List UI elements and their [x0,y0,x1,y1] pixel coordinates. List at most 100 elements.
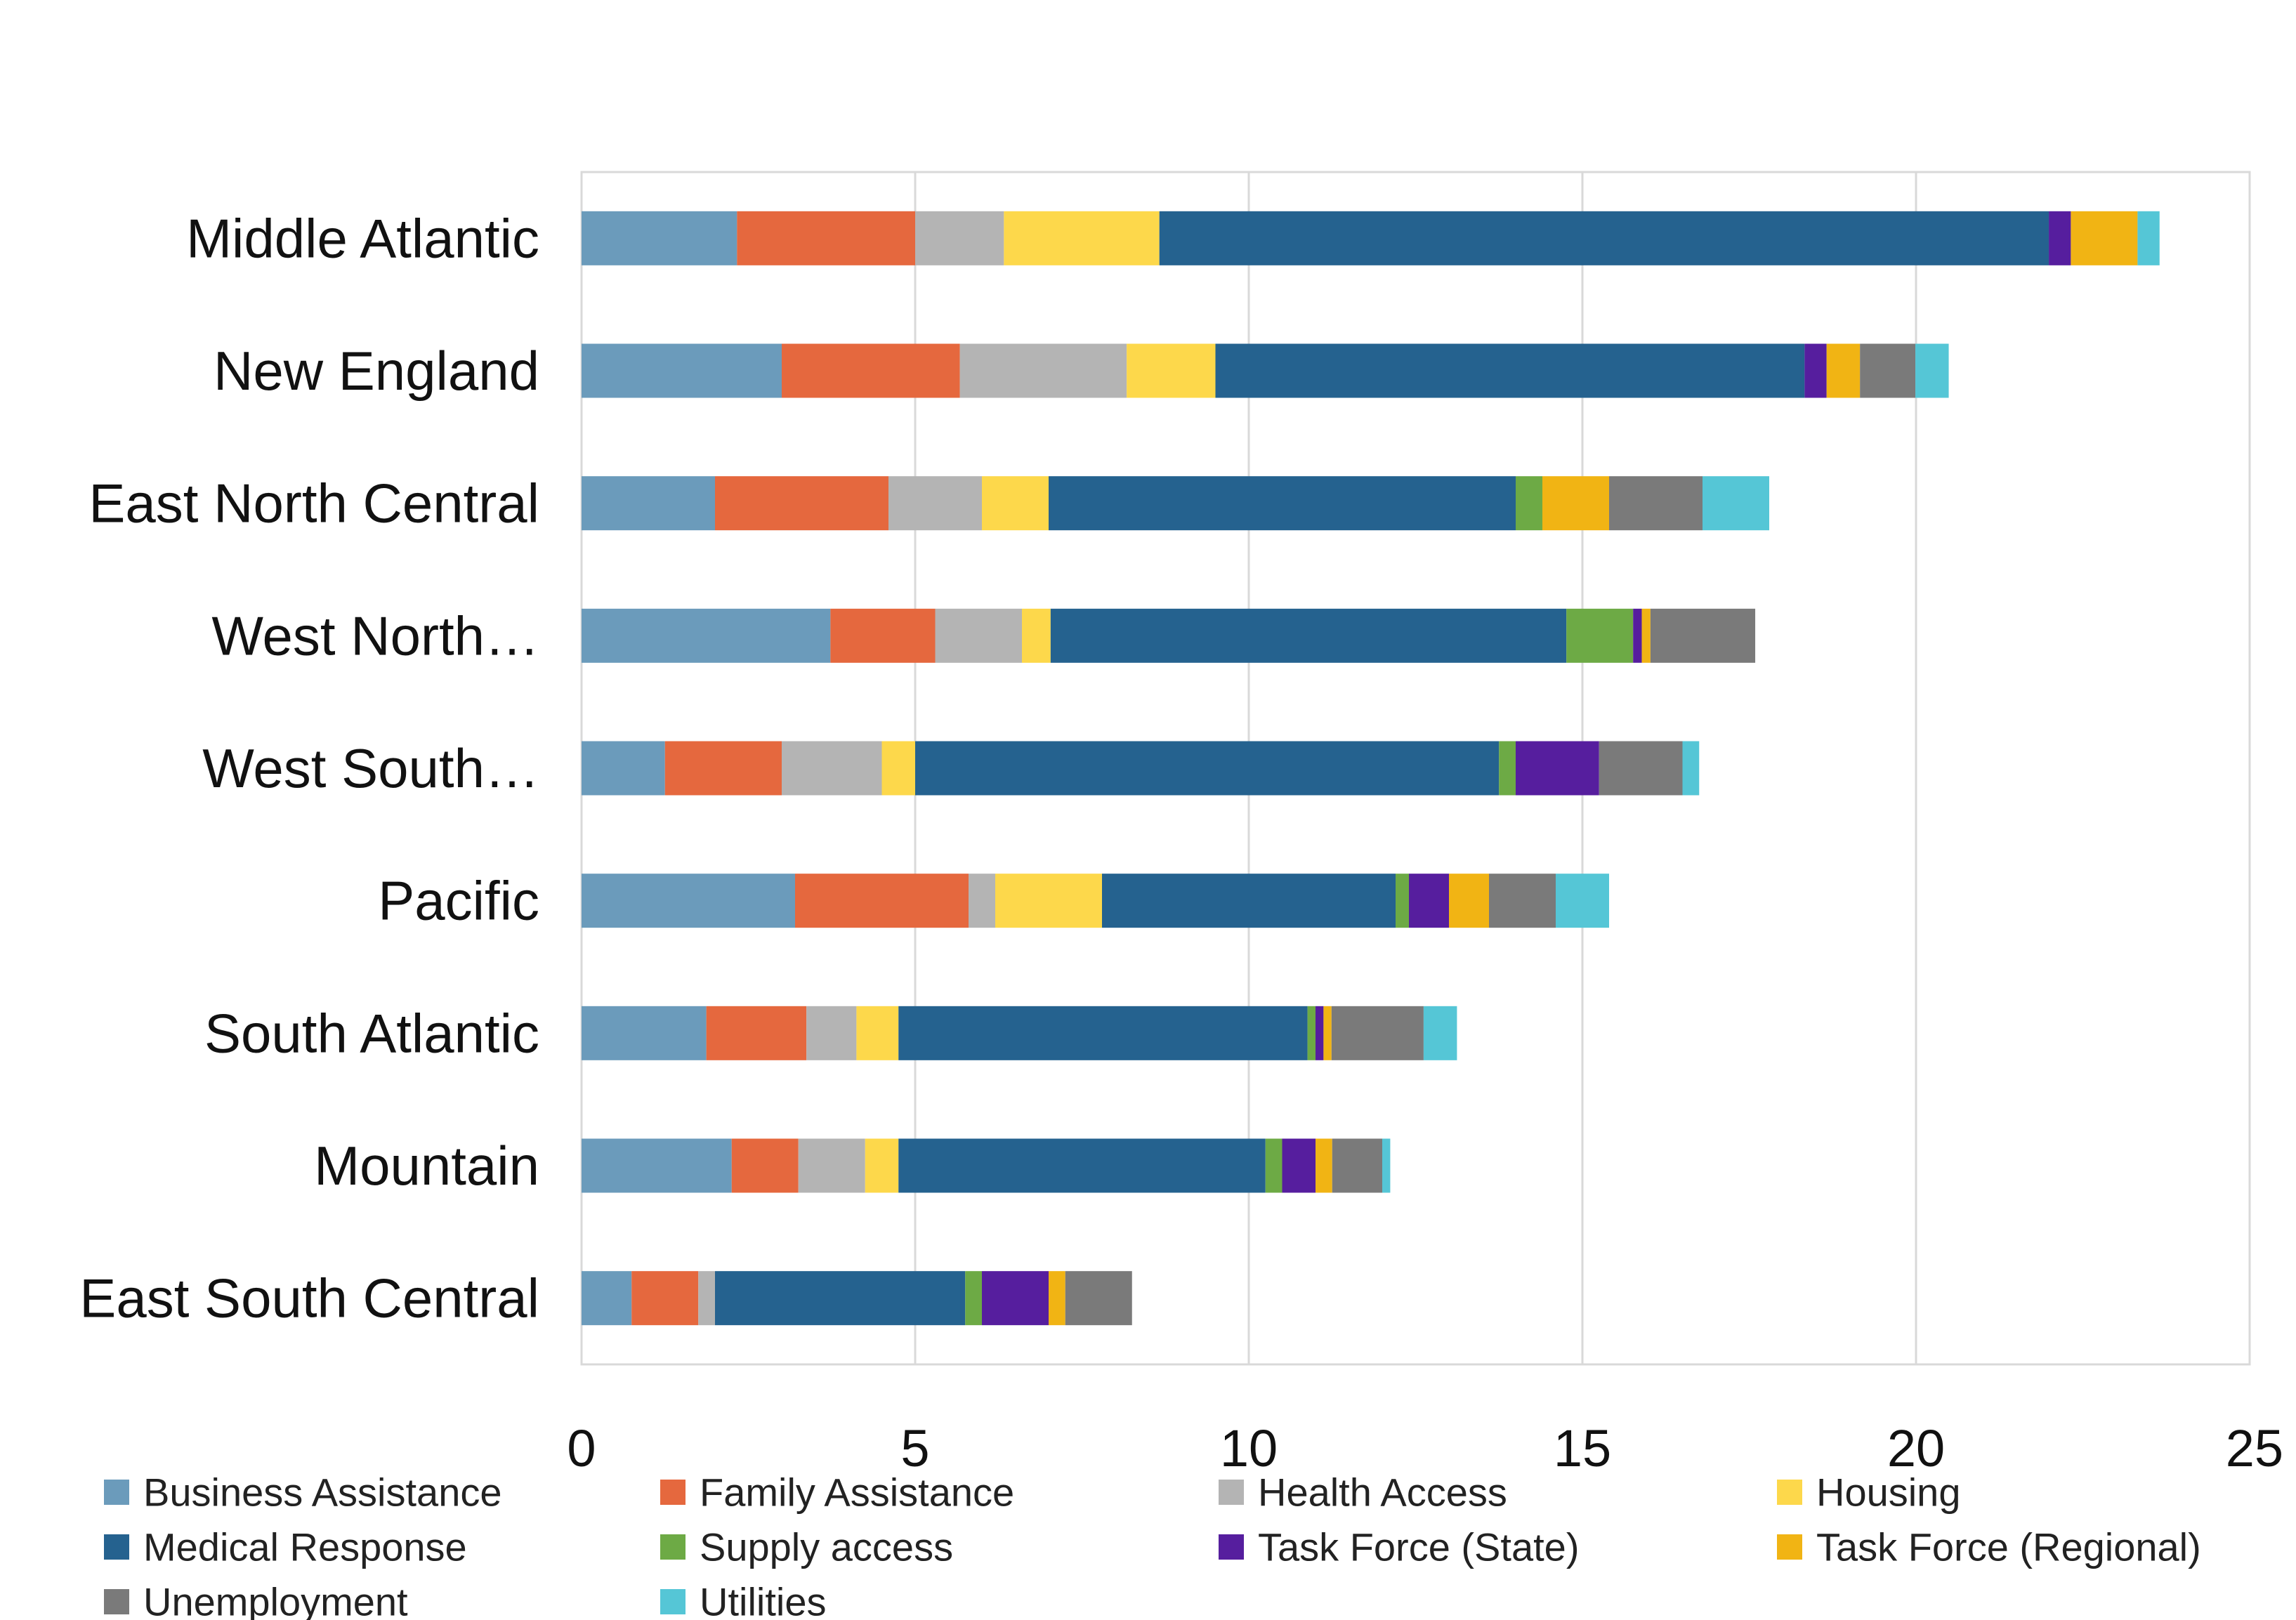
legend-swatch [660,1534,685,1560]
bar-segment-east-north-central-utilities [1703,476,1769,531]
category-label: West North… [211,605,539,666]
bar-segment-west-north-medical-response [1050,608,1567,663]
legend-item-utilities: Utilities [660,1580,826,1620]
legend-item-supply-access: Supply access [660,1525,953,1569]
bar-segment-middle-atlantic-utilities [2137,211,2160,265]
bar-segment-mountain-medical-response [898,1138,1266,1193]
bar-segment-west-north-task-force-regional [1641,608,1651,663]
legend-label: Utilities [700,1580,826,1620]
bar-segment-mountain-task-force-state [1282,1138,1316,1193]
bar-segment-pacific-task-force-regional [1449,874,1489,928]
bar-segment-south-atlantic-task-force-state [1316,1006,1324,1060]
bar-segment-west-south-family-assistance [664,741,782,796]
bar-segment-south-atlantic-task-force-regional [1323,1006,1332,1060]
bar-segment-east-south-central-task-force-regional [1049,1271,1065,1326]
bar-segment-south-atlantic-utilities [1423,1006,1457,1060]
bar-segment-new-england-utilities [1915,343,1949,398]
x-tick-label: 10 [1220,1419,1278,1477]
legend-label: Medical Response [143,1525,467,1569]
legend-item-unemployment: Unemployment [104,1580,408,1620]
legend-swatch [104,1534,129,1560]
bar-segment-east-north-central-unemployment [1609,476,1703,531]
legend-swatch [660,1589,685,1614]
bar-segment-new-england-task-force-state [1804,343,1827,398]
bar-segment-east-north-central-housing [982,476,1049,531]
bar-segment-west-north-family-assistance [830,608,936,663]
bar-segment-west-north-health-access [935,608,1022,663]
bar-segment-east-north-central-medical-response [1049,476,1516,531]
legend-swatch [1219,1534,1244,1560]
x-tick-label: 25 [2226,1419,2283,1477]
bar-segment-east-south-central-family-assistance [631,1271,699,1326]
category-label: East North Central [88,473,539,534]
bar-segment-pacific-business-assistance [582,874,795,928]
bar-segment-west-north-task-force-state [1633,608,1642,663]
bar-segment-east-south-central-health-access [698,1271,715,1326]
bar-segment-south-atlantic-unemployment [1331,1006,1424,1060]
bar-segment-pacific-task-force-state [1409,874,1449,928]
bar-segment-east-south-central-task-force-state [982,1271,1049,1326]
bar-segment-pacific-supply-access [1396,874,1409,928]
x-tick-label: 20 [1887,1419,1945,1477]
bar-segment-west-south-housing [881,741,915,796]
legend-label: Task Force (State) [1258,1525,1579,1569]
bar-segment-middle-atlantic-task-force-state [2049,211,2071,265]
legend-swatch [104,1589,129,1614]
legend-item-medical-response: Medical Response [104,1525,467,1569]
bar-segment-new-england-medical-response [1215,343,1805,398]
bar-segment-middle-atlantic-task-force-regional [2071,211,2138,265]
bar-segment-west-south-medical-response [915,741,1500,796]
legend-item-housing: Housing [1777,1470,1960,1515]
bar-segment-pacific-utilities [1556,874,1609,928]
bar-series-group [582,211,2160,1326]
bar-segment-new-england-housing [1127,343,1216,398]
legend-swatch [1777,1480,1802,1505]
bar-segment-west-north-supply-access [1566,608,1634,663]
legend-item-task-force-state: Task Force (State) [1219,1525,1579,1569]
legend-item-business-assistance: Business Assistance [104,1470,501,1515]
bar-segment-pacific-health-access [969,874,995,928]
bar-segment-east-north-central-task-force-regional [1542,476,1609,531]
category-label: West South… [202,737,539,799]
x-tick-label: 0 [567,1419,596,1477]
bar-segment-middle-atlantic-health-access [915,211,1004,265]
bar-segment-middle-atlantic-family-assistance [737,211,915,265]
bar-segment-new-england-family-assistance [782,343,960,398]
bar-segment-mountain-unemployment [1332,1138,1382,1193]
legend: Business Assistance Family Assistance Heal… [104,1470,2201,1620]
bar-segment-middle-atlantic-housing [1004,211,1160,265]
bar-segment-west-south-health-access [782,741,882,796]
legend-label: Business Assistance [143,1470,501,1515]
bar-segment-mountain-housing [865,1138,899,1193]
bar-segment-middle-atlantic-medical-response [1159,211,2049,265]
bar-segment-east-north-central-supply-access [1516,476,1542,531]
bar-segment-west-north-business-assistance [582,608,831,663]
bar-segment-pacific-family-assistance [795,874,969,928]
bar-segment-pacific-housing [995,874,1102,928]
bar-segment-south-atlantic-health-access [806,1006,857,1060]
bar-segment-south-atlantic-supply-access [1307,1006,1316,1060]
bar-segment-west-north-unemployment [1650,608,1756,663]
bar-segment-pacific-unemployment [1489,874,1556,928]
bar-segment-new-england-business-assistance [582,343,782,398]
bar-segment-new-england-health-access [959,343,1127,398]
bar-segment-pacific-medical-response [1102,874,1396,928]
category-label: Middle Atlantic [186,207,539,269]
legend-label: Task Force (Regional) [1816,1525,2201,1569]
legend-swatch [104,1480,129,1505]
legend-label: Health Access [1258,1470,1507,1515]
bar-segment-east-south-central-medical-response [715,1271,966,1326]
legend-item-task-force-regional: Task Force (Regional) [1777,1525,2201,1569]
legend-label: Family Assistance [700,1470,1014,1515]
bar-segment-west-south-supply-access [1499,741,1516,796]
category-label: South Atlantic [204,1002,539,1064]
y-axis-category-labels: Middle Atlantic New England East North Cen… [79,207,539,1329]
x-tick-label: 5 [900,1419,929,1477]
bar-segment-south-atlantic-housing [856,1006,899,1060]
bar-segment-west-south-utilities [1682,741,1700,796]
bar-segment-west-south-business-assistance [582,741,665,796]
bar-segment-mountain-family-assistance [731,1138,799,1193]
bar-segment-east-south-central-business-assistance [582,1271,632,1326]
